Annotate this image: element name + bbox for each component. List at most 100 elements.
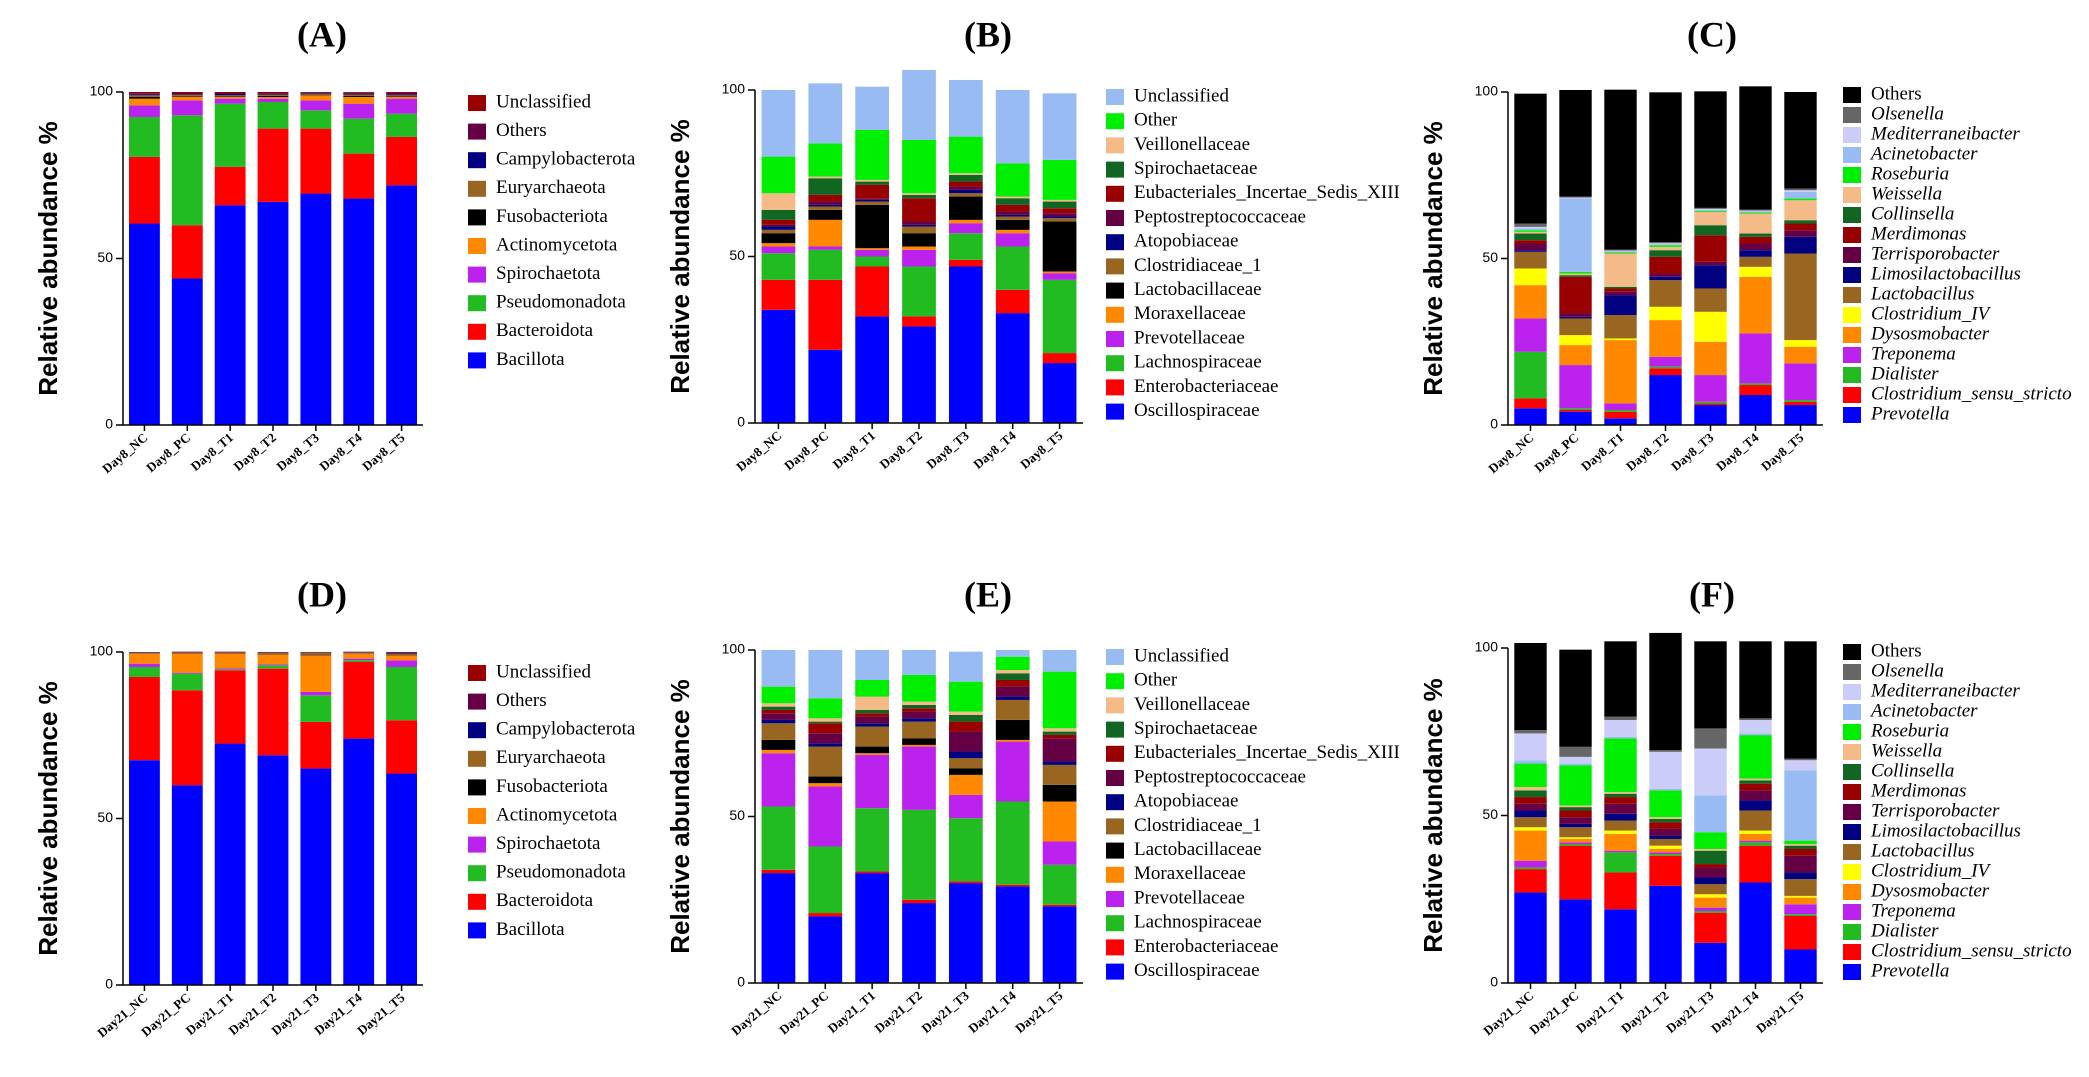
legend-swatch: [468, 665, 486, 681]
legend-swatch: [468, 893, 486, 910]
x-tick-label: Day8_T2: [877, 428, 925, 472]
bar-segment: [808, 349, 843, 423]
bar-segment: [214, 205, 246, 425]
bar-segment: [761, 253, 796, 280]
bar-segment: [300, 695, 332, 722]
legend-label: Prevotella: [1870, 403, 1949, 424]
bar-segment: [995, 198, 1030, 205]
legend-swatch: [1843, 147, 1861, 163]
bar-segment: [386, 92, 417, 95]
bar-segment: [1559, 275, 1592, 277]
bar-segment: [1784, 346, 1817, 364]
bar-segment: [902, 221, 936, 225]
bar-segment: [257, 96, 289, 99]
chart-panel-2: (C)Relative abundance %Day8_NCDay8_PCDay…: [1418, 14, 2072, 476]
legend-swatch: [1106, 210, 1124, 226]
bar-segment: [214, 92, 246, 93]
legend-label: Others: [1871, 640, 1922, 661]
bar-segment: [1784, 223, 1817, 231]
legend-label: Collinsella: [1871, 203, 1954, 224]
x-tick-label: Day8_T4: [1713, 429, 1762, 473]
bar-segment: [1739, 718, 1772, 721]
bar-segment: [1784, 188, 1817, 191]
bar-segment: [171, 225, 203, 279]
bar-segment: [343, 92, 375, 94]
legend-swatch: [1106, 306, 1124, 323]
bar-segment: [1559, 763, 1592, 766]
bar-segment: [902, 708, 936, 712]
chart-panel-4: (E)Relative abundance %Day21_NCDay21_PCD…: [665, 574, 1400, 1038]
panel-label: (F): [1689, 574, 1735, 614]
bar-segment: [129, 676, 160, 761]
legend-swatch: [1843, 704, 1861, 720]
bar-segment: [1604, 249, 1637, 251]
bar-segment: [1042, 761, 1077, 765]
bar-segment: [808, 178, 843, 195]
bar-segment: [343, 652, 375, 654]
bar-segment: [808, 194, 843, 202]
bar-segment: [948, 196, 983, 220]
bar-segment: [995, 699, 1030, 720]
bar-segment: [1739, 733, 1772, 736]
bar-segment: [1649, 845, 1682, 849]
bar-segment: [948, 223, 983, 234]
bar-segment: [343, 118, 375, 154]
bar-segment: [948, 181, 983, 187]
bar-segment: [1694, 211, 1727, 226]
legend-label: Clostridium_sensu_stricto: [1871, 940, 2072, 961]
bar-segment: [129, 105, 160, 117]
bar-segment: [171, 96, 203, 101]
bar-segment: [761, 749, 796, 754]
bar-segment: [1559, 335, 1592, 346]
legend-label: Spirochaetota: [496, 833, 601, 854]
panel-label: (E): [964, 574, 1012, 614]
legend-swatch: [1106, 234, 1124, 251]
bar-segment: [948, 768, 983, 775]
bar-segment: [1514, 817, 1547, 828]
x-tick-label: Day21_T2: [1618, 988, 1671, 1036]
bar-segment: [855, 723, 890, 727]
legend-swatch: [1106, 113, 1124, 130]
bar-segment: [1514, 408, 1547, 425]
bar-segment: [257, 654, 289, 665]
bar-segment: [948, 883, 983, 983]
bar-segment: [1559, 271, 1592, 274]
bar-segment: [902, 809, 936, 900]
bar-segment: [300, 128, 332, 194]
bar-segment: [1694, 867, 1727, 878]
bar-segment: [1559, 843, 1592, 846]
bar-segment: [761, 229, 796, 234]
legend-swatch: [1843, 904, 1861, 920]
bar-segment: [171, 115, 203, 226]
bar-segment: [1784, 845, 1817, 849]
bar-segment: [1604, 716, 1637, 721]
bar-segment: [808, 786, 843, 847]
bar-segment: [902, 711, 936, 719]
legend-swatch: [1106, 915, 1124, 932]
bar-segment: [902, 246, 936, 250]
legend-label: Lactobacillus: [1870, 840, 1974, 861]
bar-segment: [808, 916, 843, 983]
bar-segment: [1559, 649, 1592, 747]
legend-label: Roseburia: [1870, 163, 1949, 184]
bar-segment: [995, 886, 1030, 983]
legend-label: Collinsella: [1871, 760, 1954, 781]
x-tick-label: Day21_T5: [354, 989, 408, 1037]
bar-segment: [855, 204, 890, 249]
bar-segment: [855, 726, 890, 747]
legend-swatch: [1106, 379, 1124, 396]
bar-segment: [1739, 213, 1772, 234]
legend-swatch: [468, 865, 486, 882]
legend-swatch: [1843, 944, 1861, 960]
bar-segment: [171, 100, 203, 116]
bar-segment: [1649, 280, 1682, 307]
bar-segment: [1739, 211, 1772, 213]
bar-segment: [257, 98, 289, 102]
bar-segment: [948, 721, 983, 732]
bar-segment: [129, 93, 160, 95]
bar-segment: [386, 666, 417, 721]
bar-segment: [1694, 208, 1727, 210]
legend-label: Unclassified: [1134, 85, 1229, 106]
bar-segment: [902, 224, 936, 227]
legend-label: Oscillospiraceae: [1134, 960, 1260, 981]
